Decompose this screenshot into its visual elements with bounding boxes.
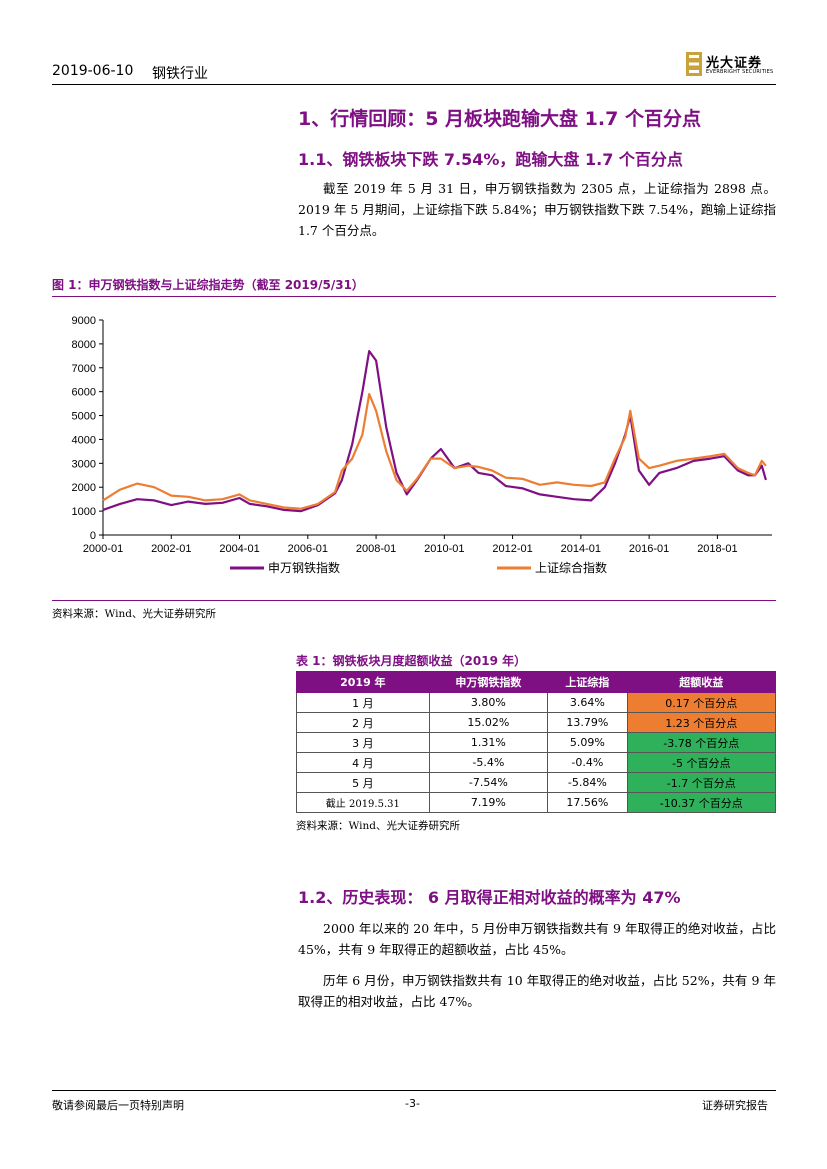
table-cell: 3.80% bbox=[428, 692, 549, 713]
table-cell: 13.79% bbox=[547, 712, 628, 733]
y-tick-label: 2000 bbox=[72, 482, 96, 494]
y-tick-label: 5000 bbox=[72, 411, 96, 423]
table-cell: 1.23 个百分点 bbox=[626, 712, 777, 733]
table-cell: 5.09% bbox=[547, 732, 628, 753]
table-cell: 3.64% bbox=[547, 692, 628, 713]
y-tick-label: 9000 bbox=[72, 315, 96, 327]
y-tick-label: 8000 bbox=[72, 339, 96, 351]
table-cell: 5 月 bbox=[296, 772, 430, 793]
logo-chinese-text: 光大证券 bbox=[706, 56, 763, 71]
y-tick-label: 6000 bbox=[72, 387, 96, 399]
table-cell: 17.56% bbox=[547, 792, 628, 813]
figure-source-rule bbox=[52, 600, 776, 601]
table-row: 5 月 -7.54% -5.84% -1.7 个百分点 bbox=[296, 772, 777, 793]
table-cell: -0.4% bbox=[547, 752, 628, 773]
legend-label: 申万钢铁指数 bbox=[268, 560, 340, 575]
table-cell: 1.31% bbox=[428, 732, 549, 753]
header-industry: 钢铁行业 bbox=[152, 66, 208, 82]
table-source: 资料来源：Wind、光大证券研究所 bbox=[296, 820, 460, 832]
x-tick-label: 2000-01 bbox=[83, 543, 123, 555]
header-rule bbox=[52, 84, 776, 85]
table-cell: -5.84% bbox=[547, 772, 628, 793]
x-tick-label: 2006-01 bbox=[288, 543, 328, 555]
subsection-title-2: 1.2、历史表现： 6 月取得正相对收益的概率为 47% bbox=[298, 888, 681, 907]
figure-source: 资料来源：Wind、光大证券研究所 bbox=[52, 608, 216, 620]
table-cell: -5 个百分点 bbox=[626, 752, 777, 773]
y-tick-label: 3000 bbox=[72, 458, 96, 470]
history-paragraph-2: 历年 6 月份，申万钢铁指数共有 10 年取得正的绝对收益，占比 52%，共有 … bbox=[298, 973, 776, 1009]
x-tick-label: 2002-01 bbox=[151, 543, 191, 555]
series-line-steel-index bbox=[102, 350, 767, 513]
summary-paragraph: 截至 2019 年 5 月 31 日，申万钢铁指数为 2305 点，上证综指为 … bbox=[298, 181, 776, 238]
table-row: 4 月 -5.4% -0.4% -5 个百分点 bbox=[296, 752, 777, 773]
table-row: 3 月 1.31% 5.09% -3.78 个百分点 bbox=[296, 732, 777, 753]
index-trend-chart: 0 1000 2000 3000 4000 5000 6000 7000 8000 9000 200… bbox=[72, 315, 772, 575]
y-tick-label: 4000 bbox=[72, 434, 96, 446]
table-cell: -5.4% bbox=[428, 752, 549, 773]
excess-return-table: 2019 年 申万钢铁指数 上证综指 超额收益 1 月 3.80% 3.64% 0.1… bbox=[296, 671, 777, 813]
table-cell: 4 月 bbox=[296, 752, 430, 773]
footer-rule bbox=[52, 1090, 776, 1091]
y-tick-label: 1000 bbox=[72, 506, 96, 518]
series-line-shanghai-index bbox=[102, 393, 767, 510]
y-tick-label: 0 bbox=[90, 530, 96, 542]
logo-mark-icon bbox=[686, 52, 702, 76]
table-row: 截止 2019.5.31 7.19% 17.56% -10.37 个百分点 bbox=[296, 792, 777, 813]
table-header-row: 2019 年 申万钢铁指数 上证综指 超额收益 bbox=[296, 671, 777, 693]
header-cell-excess-return: 超额收益 bbox=[626, 671, 777, 693]
subsection-title: 1.1、钢铁板块下跌 7.54%，跑输大盘 1.7 个百分点 bbox=[298, 150, 683, 169]
table-row: 1 月 3.80% 3.64% 0.17 个百分点 bbox=[296, 692, 777, 713]
table-cell: -10.37 个百分点 bbox=[626, 792, 777, 813]
section-title: 1、行情回顾：5 月板块跑输大盘 1.7 个百分点 bbox=[298, 108, 701, 130]
y-tick-label: 7000 bbox=[72, 363, 96, 375]
figure-title: 图 1：申万钢铁指数与上证综指走势（截至 2019/5/31） bbox=[52, 278, 364, 292]
table-cell: -3.78 个百分点 bbox=[626, 732, 777, 753]
table-cell: -1.7 个百分点 bbox=[626, 772, 777, 793]
header-cell-shanghai-index: 上证综指 bbox=[547, 671, 628, 693]
x-tick-label: 2016-01 bbox=[629, 543, 669, 555]
company-logo: 光大证券 EVERBRIGHT SECURITIES bbox=[686, 50, 778, 80]
history-paragraph-1: 2000 年以来的 20 年中，5 月份申万钢铁指数共有 9 年取得正的绝对收益… bbox=[298, 921, 776, 957]
x-tick-label: 2008-01 bbox=[356, 543, 396, 555]
table-row: 2 月 15.02% 13.79% 1.23 个百分点 bbox=[296, 712, 777, 733]
table-cell: 3 月 bbox=[296, 732, 430, 753]
table-cell: 7.19% bbox=[428, 792, 549, 813]
table-cell: 2 月 bbox=[296, 712, 430, 733]
x-tick-label: 2018-01 bbox=[697, 543, 737, 555]
table-cell: 15.02% bbox=[428, 712, 549, 733]
table-title: 表 1：钢铁板块月度超额收益（2019 年） bbox=[296, 654, 527, 668]
table-cell: 1 月 bbox=[296, 692, 430, 713]
x-tick-label: 2004-01 bbox=[219, 543, 259, 555]
x-tick-label: 2010-01 bbox=[424, 543, 464, 555]
x-tick-label: 2014-01 bbox=[561, 543, 601, 555]
page-number: -3- bbox=[405, 1097, 420, 1110]
figure-title-rule bbox=[52, 296, 776, 297]
logo-english-text: EVERBRIGHT SECURITIES bbox=[706, 69, 774, 75]
header-cell-month: 2019 年 bbox=[296, 671, 430, 693]
footer-disclaimer: 敬请参阅最后一页特别声明 bbox=[52, 1099, 184, 1112]
header-cell-steel-index: 申万钢铁指数 bbox=[428, 671, 549, 693]
table-cell: -7.54% bbox=[428, 772, 549, 793]
footer-report-type: 证券研究报告 bbox=[702, 1099, 768, 1112]
legend-label: 上证综合指数 bbox=[535, 560, 607, 575]
header-date: 2019-06-10 bbox=[52, 63, 134, 79]
table-cell: 截止 2019.5.31 bbox=[296, 792, 430, 813]
table-cell: 0.17 个百分点 bbox=[626, 692, 777, 713]
x-tick-label: 2012-01 bbox=[492, 543, 532, 555]
